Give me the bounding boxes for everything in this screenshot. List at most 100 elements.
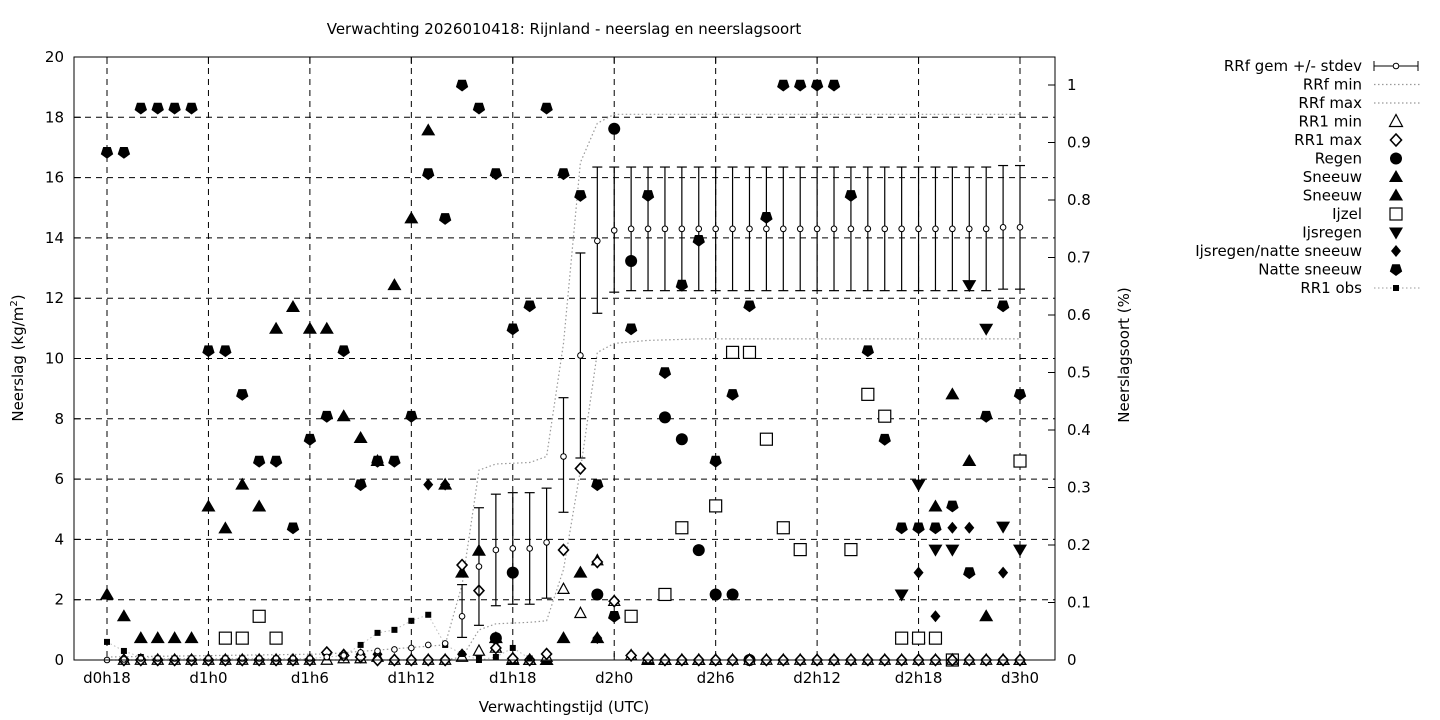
- rrf-mean-point: [763, 225, 770, 233]
- x-tick-label: d2h12: [793, 669, 841, 687]
- rrf-mean-point: [898, 225, 905, 233]
- y-tick-label: 14: [45, 229, 64, 247]
- ijsregen-point: [945, 544, 960, 557]
- rrf-mean-point: [560, 453, 567, 460]
- legend-label: Natte sneeuw: [1258, 261, 1362, 279]
- sneeuw-point: [150, 631, 165, 644]
- ijzel-point: [793, 542, 807, 557]
- rrf-mean-point: [678, 225, 686, 233]
- natte-sneeuw-point: [608, 611, 621, 623]
- rr1-max-point: [456, 558, 469, 572]
- legend-label: RRf max: [1298, 94, 1362, 112]
- series-marks: [100, 79, 1027, 667]
- sneeuw-point: [404, 211, 419, 224]
- rrf-mean-point: [915, 225, 922, 233]
- ijzel-point: [928, 631, 943, 645]
- regen-point: [709, 588, 722, 601]
- regen-point: [692, 544, 705, 557]
- ijzel-point: [776, 521, 790, 535]
- rrf-mean-point: [982, 225, 990, 233]
- legend-swatch: [1389, 207, 1403, 221]
- legend-swatch: [1390, 152, 1402, 165]
- y-axis-label: Neerslag (kg/m2): [9, 294, 27, 421]
- rrf-mean-point: [509, 545, 517, 552]
- natte-sneeuw-point: [236, 389, 249, 401]
- rr1-obs-point: [408, 617, 415, 624]
- ijsregen-natte-sneeuw-point: [964, 521, 975, 534]
- rrf-mean-point: [357, 649, 364, 656]
- ijsregen-point: [979, 323, 994, 336]
- series-lines: [106, 113, 1020, 661]
- rr1-max-point: [540, 647, 553, 661]
- rrf-mean-point: [813, 225, 821, 233]
- ijsregen-natte-sneeuw-point: [423, 478, 434, 491]
- rr1-max-point: [608, 594, 621, 608]
- y2-tick-label: 0: [1067, 651, 1077, 669]
- natte-sneeuw-point: [388, 455, 401, 468]
- ijzel-point: [252, 609, 266, 623]
- ijzel-point: [675, 521, 689, 535]
- natte-sneeuw-point: [354, 479, 367, 492]
- rrf-mean-point: [1016, 224, 1024, 231]
- sneeuw-point: [302, 321, 317, 334]
- ijsregen-natte-sneeuw-point: [947, 521, 958, 534]
- x-axis-label: Verwachtingstijd (UTC): [479, 698, 650, 716]
- legend-label: Sneeuw: [1303, 168, 1362, 186]
- y-tick-label: 4: [54, 530, 64, 548]
- y-tick-label: 12: [45, 289, 64, 307]
- natte-sneeuw-point: [794, 79, 807, 92]
- rr1-max-point: [574, 461, 587, 476]
- rrf-mean-point: [999, 224, 1007, 231]
- sneeuw-point: [421, 123, 436, 136]
- rrf-mean-point: [779, 225, 787, 233]
- sneeuw-point: [167, 631, 182, 644]
- ijzel-point: [844, 542, 858, 557]
- ijzel-point: [861, 387, 875, 401]
- rr1-obs-point: [120, 647, 127, 654]
- ijsregen-natte-sneeuw-point: [913, 566, 924, 579]
- rrf-mean-point: [543, 539, 550, 546]
- rr1-obs-point: [357, 641, 364, 648]
- natte-sneeuw-point: [151, 102, 164, 115]
- y-tick-label: 10: [45, 350, 64, 368]
- y-tick-label: 0: [54, 651, 64, 669]
- y-axis-label-main: Neerslag (kg/m: [9, 307, 27, 422]
- rrf-mean-point: [712, 225, 719, 233]
- natte-sneeuw-point: [269, 455, 283, 468]
- ijsregen-point: [928, 544, 943, 557]
- rr1-obs-point: [526, 655, 533, 662]
- x-tick-label: d1h0: [189, 669, 227, 687]
- sneeuw-point: [928, 499, 943, 512]
- rr1-max-point: [557, 543, 570, 557]
- ijzel-point: [759, 432, 773, 446]
- rrf-mean-point: [458, 612, 466, 620]
- natte-sneeuw-point: [624, 323, 638, 336]
- natte-sneeuw-point: [726, 389, 739, 401]
- rr1-obs-point: [391, 626, 398, 633]
- natte-sneeuw-point: [320, 410, 333, 423]
- natte-sneeuw-point: [202, 345, 215, 358]
- regen-point: [489, 632, 502, 645]
- natte-sneeuw-point: [219, 345, 232, 358]
- x-tick-label: d2h18: [895, 669, 943, 687]
- rrf-mean-point: [340, 652, 348, 659]
- rr1-max-point: [625, 648, 638, 663]
- natte-sneeuw-point: [709, 455, 722, 468]
- legend-swatch: [1391, 245, 1401, 257]
- legend-label: Ijzel: [1332, 205, 1362, 223]
- legend-label: RR1 max: [1294, 131, 1362, 149]
- rrf-mean-point: [323, 653, 331, 661]
- axis-ticks: d0h18 d1h0 d1h6 d1h12 d1h18 d2h0 d2h6 d2h12 d2h1…: [45, 48, 1091, 687]
- plot-frame: [73, 56, 1056, 661]
- sneeuw-point: [285, 299, 300, 312]
- legend-label: Ijsregen/natte sneeuw: [1195, 242, 1362, 260]
- rrf-mean-point: [594, 237, 601, 245]
- regen-point: [726, 588, 739, 601]
- natte-sneeuw-point: [472, 102, 486, 115]
- natte-sneeuw-point: [963, 567, 976, 580]
- natte-sneeuw-point: [878, 433, 891, 446]
- sneeuw-point: [962, 454, 977, 467]
- ijzel-point: [1013, 454, 1027, 468]
